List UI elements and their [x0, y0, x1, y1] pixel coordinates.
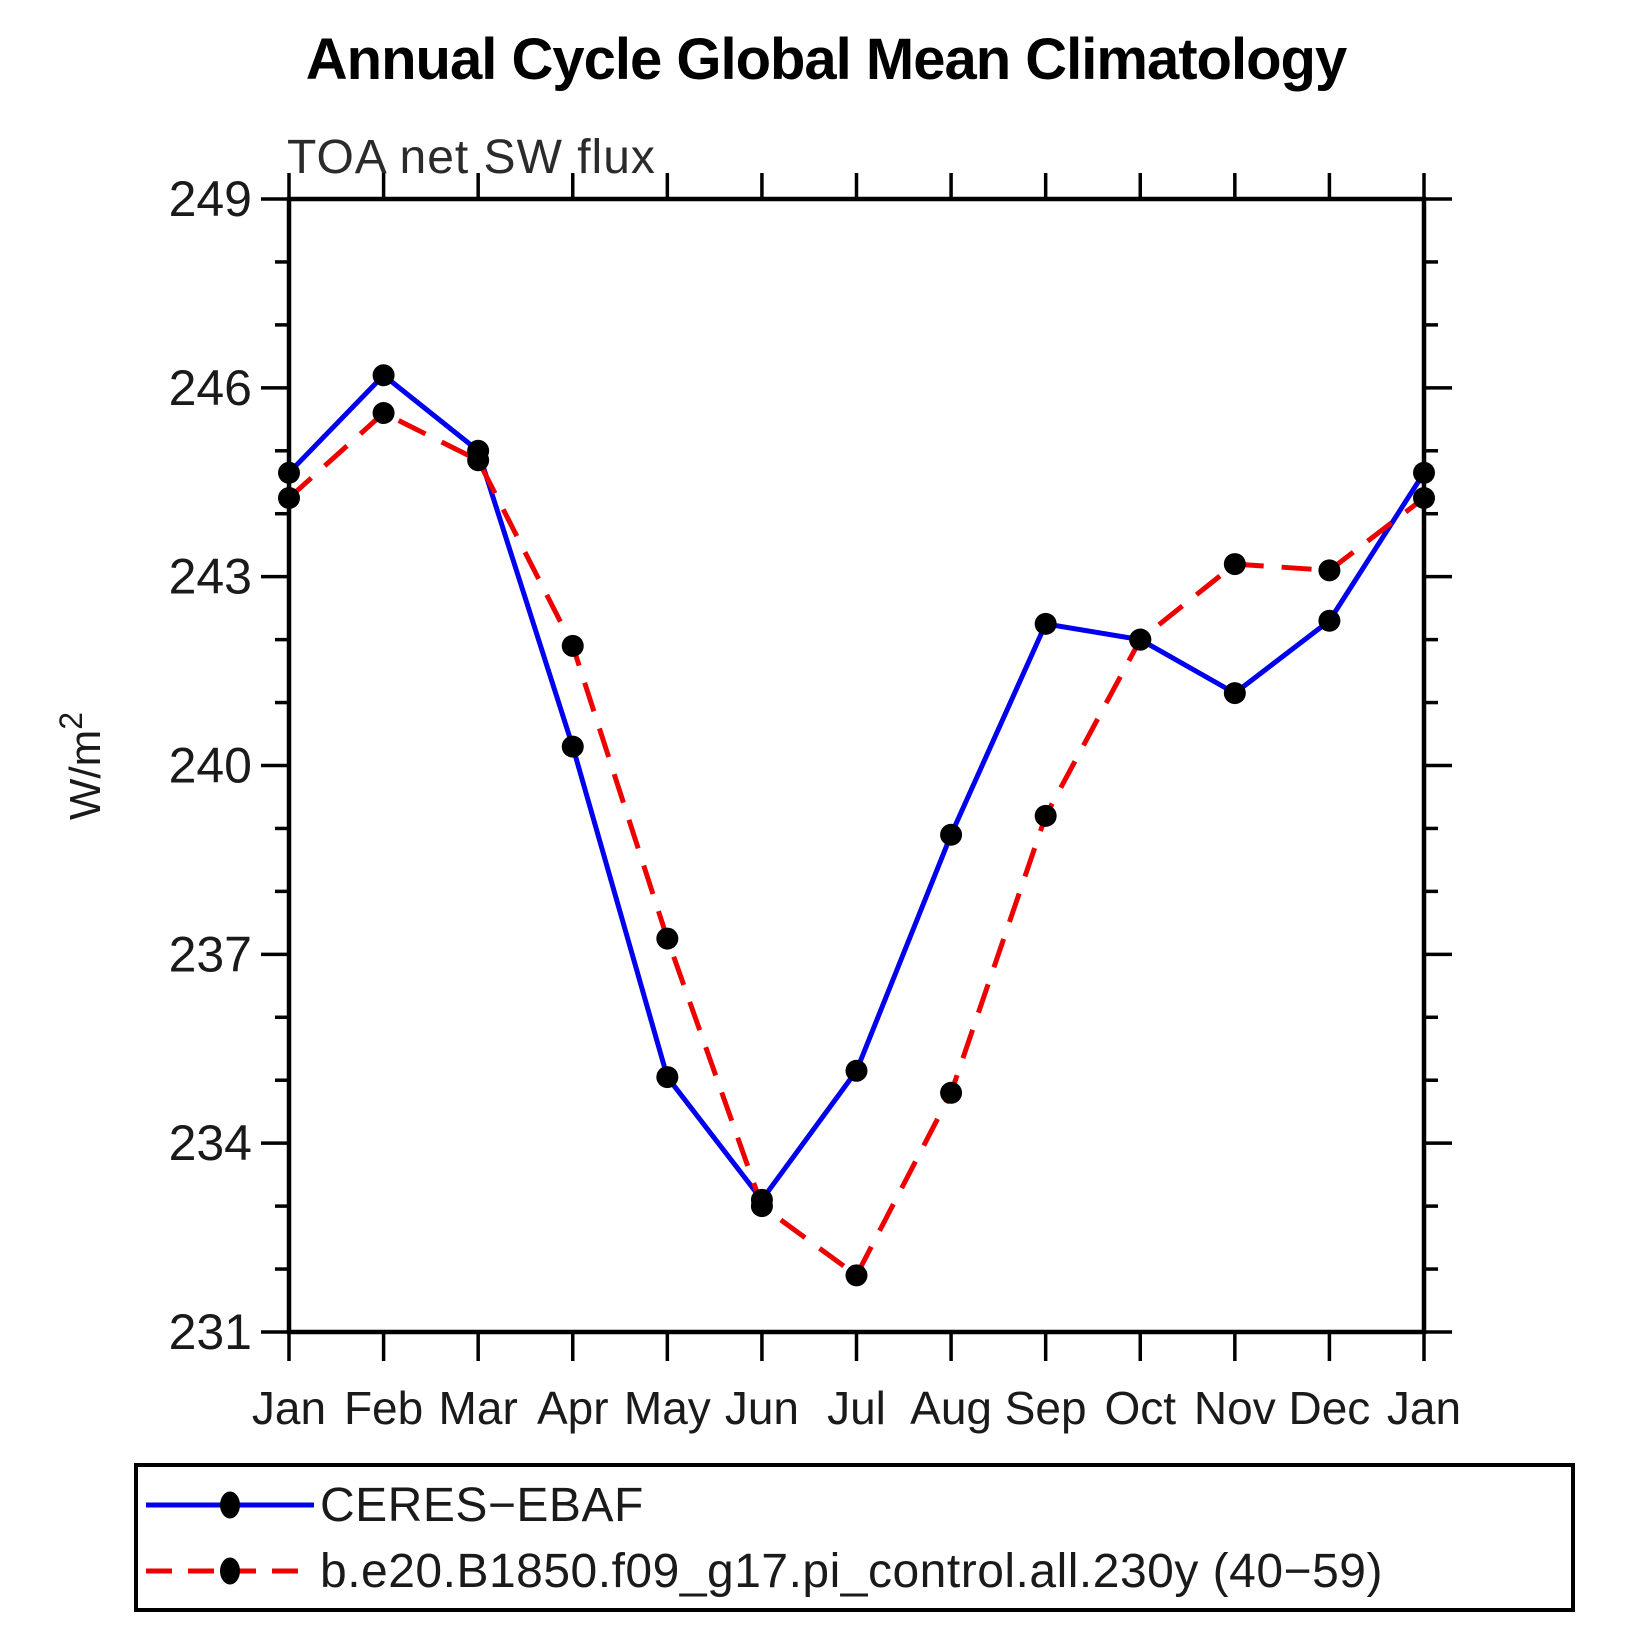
y-tick-label: 249 — [169, 171, 252, 227]
data-point — [561, 634, 584, 657]
data-point — [750, 1195, 773, 1218]
axes — [286, 196, 1427, 1335]
x-tick-label: Jan — [1387, 1382, 1461, 1434]
data-point — [1034, 804, 1057, 827]
data-point — [372, 402, 395, 425]
y-tick-label: 243 — [169, 549, 252, 605]
chart-title: Annual Cycle Global Mean Climatology — [305, 27, 1347, 92]
data-point — [845, 1264, 868, 1287]
y-tick-label: 246 — [169, 360, 252, 416]
data-point — [1034, 612, 1057, 635]
series-markers-0 — [278, 364, 1435, 1211]
y-tick-label: 237 — [169, 926, 252, 982]
x-tick-label: Feb — [344, 1382, 423, 1434]
legend-row-model: b.e20.B1850.f09_g17.pi_control.all.230y … — [144, 1539, 1383, 1603]
y-axis-title: W/m2 — [53, 712, 110, 820]
x-tick-label: Nov — [1194, 1382, 1276, 1434]
chart-subtitle: TOA net SW flux — [287, 131, 656, 184]
data-point — [656, 927, 679, 950]
x-tick-label: Dec — [1289, 1382, 1371, 1434]
y-tick-label: 234 — [169, 1115, 252, 1171]
data-point — [278, 486, 300, 509]
legend-line-sample-solid — [146, 1491, 314, 1519]
data-point — [940, 1081, 963, 1104]
series-line-1 — [287, 410, 1426, 1280]
data-point — [1223, 682, 1246, 705]
data-point — [1223, 553, 1246, 576]
legend-label-model: b.e20.B1850.f09_g17.pi_control.all.230y … — [320, 1544, 1383, 1598]
x-tick-label: May — [624, 1382, 711, 1434]
legend-label-ceres: CERES−EBAF — [320, 1478, 644, 1532]
x-tick-label: Oct — [1104, 1382, 1176, 1434]
y-tick-label: 240 — [169, 738, 252, 794]
x-tick-label: Apr — [537, 1382, 609, 1434]
x-tick-label: Jun — [725, 1382, 799, 1434]
x-tick-label: Jul — [827, 1382, 886, 1434]
legend-row-ceres: CERES−EBAF — [144, 1473, 644, 1537]
x-axis-ticks — [287, 173, 1426, 1361]
legend-line-sample-dashed — [146, 1557, 314, 1585]
data-point — [372, 364, 395, 387]
data-point — [656, 1066, 679, 1089]
y-axis-labels: 231 234 237 240 243 246 249 — [169, 171, 252, 1360]
data-point — [845, 1059, 868, 1082]
data-point — [467, 449, 490, 472]
data-point — [940, 823, 963, 846]
data-point — [278, 461, 300, 484]
x-tick-label: Jan — [252, 1382, 326, 1434]
data-point — [561, 735, 584, 758]
x-tick-label: Mar — [439, 1382, 518, 1434]
y-tick-label: 231 — [169, 1304, 252, 1360]
data-point — [1413, 461, 1435, 484]
x-axis-labels: Jan Feb Mar Apr May Jun Jul Aug Sep Oct Nov Dec Jan — [252, 1382, 1461, 1434]
y-axis-ticks — [261, 197, 1452, 1334]
legend-box: CERES−EBAF b.e20.B1850.f09_g17.pi_contro… — [134, 1463, 1575, 1612]
data-point — [1318, 559, 1341, 582]
data-point — [1129, 628, 1152, 651]
data-point — [1318, 609, 1341, 632]
series-markers-1 — [278, 402, 1435, 1287]
data-point — [1413, 486, 1435, 509]
x-tick-label: Sep — [1005, 1382, 1087, 1434]
x-tick-label: Aug — [910, 1382, 992, 1434]
